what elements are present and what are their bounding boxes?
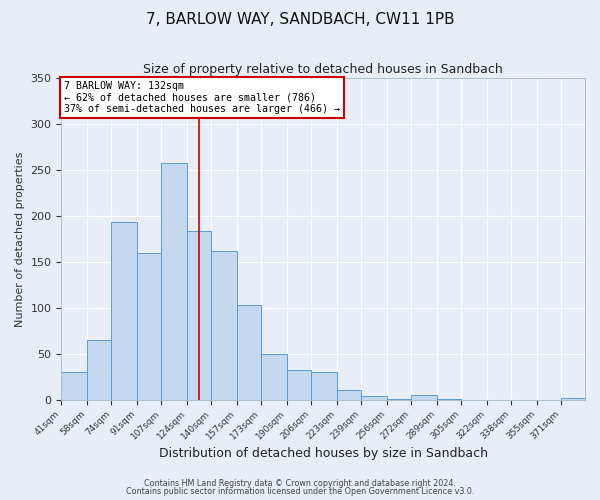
- Bar: [137, 252, 161, 400]
- Bar: [87, 340, 112, 400]
- Bar: [237, 305, 261, 400]
- Text: Contains public sector information licensed under the Open Government Licence v3: Contains public sector information licen…: [126, 487, 474, 496]
- Bar: [311, 372, 337, 400]
- Bar: [61, 372, 87, 400]
- X-axis label: Distribution of detached houses by size in Sandbach: Distribution of detached houses by size …: [159, 447, 488, 460]
- Bar: [361, 396, 387, 400]
- Bar: [211, 251, 237, 400]
- Bar: [287, 370, 311, 400]
- Bar: [337, 390, 361, 400]
- Title: Size of property relative to detached houses in Sandbach: Size of property relative to detached ho…: [143, 62, 503, 76]
- Bar: [112, 222, 137, 400]
- Bar: [411, 395, 437, 400]
- Bar: [161, 162, 187, 400]
- Bar: [387, 398, 411, 400]
- Bar: [261, 354, 287, 400]
- Y-axis label: Number of detached properties: Number of detached properties: [15, 151, 25, 326]
- Bar: [561, 398, 585, 400]
- Bar: [187, 230, 211, 400]
- Bar: [437, 398, 461, 400]
- Text: Contains HM Land Registry data © Crown copyright and database right 2024.: Contains HM Land Registry data © Crown c…: [144, 480, 456, 488]
- Text: 7, BARLOW WAY, SANDBACH, CW11 1PB: 7, BARLOW WAY, SANDBACH, CW11 1PB: [146, 12, 454, 28]
- Text: 7 BARLOW WAY: 132sqm
← 62% of detached houses are smaller (786)
37% of semi-deta: 7 BARLOW WAY: 132sqm ← 62% of detached h…: [64, 81, 340, 114]
